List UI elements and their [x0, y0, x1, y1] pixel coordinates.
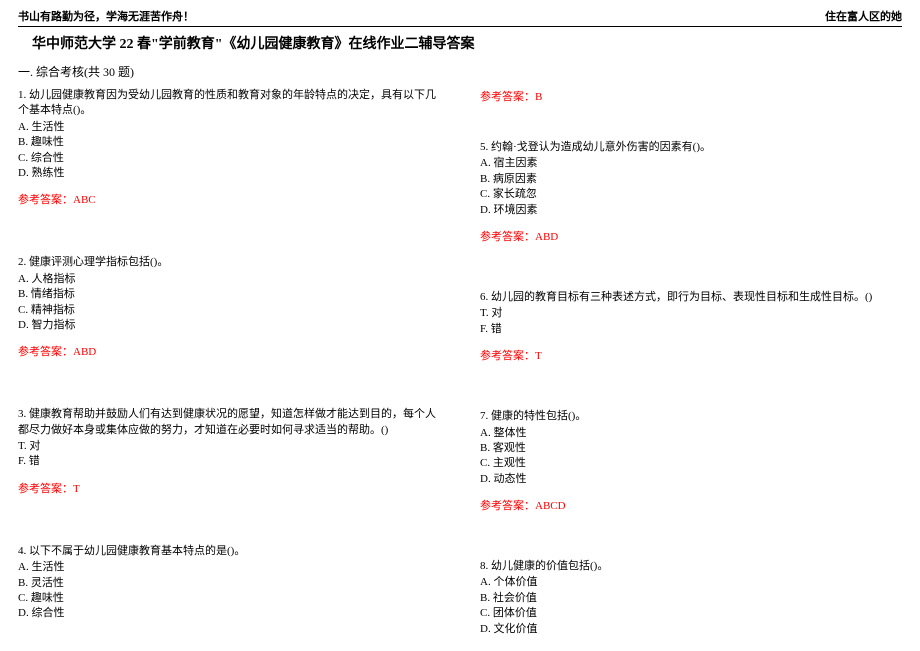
option-a: A. 个体价值 — [480, 575, 902, 590]
question-2: 2. 健康评测心理学指标包括()。 A. 人格指标 B. 情绪指标 C. 精神指… — [18, 255, 440, 359]
question-text: 6. 幼儿园的教育目标有三种表述方式，即行为目标、表现性目标和生成性目标。() — [480, 290, 902, 305]
option-a: A. 生活性 — [18, 120, 440, 135]
question-4: 4. 以下不属于幼儿园健康教育基本特点的是()。 A. 生活性 B. 灵活性 C… — [18, 544, 440, 622]
content-columns: 1. 幼儿园健康教育因为受幼儿园教育的性质和教育对象的年龄特点的决定，具有以下几… — [18, 88, 902, 637]
question-6: 6. 幼儿园的教育目标有三种表述方式，即行为目标、表现性目标和生成性目标。() … — [480, 290, 902, 363]
page-header: 书山有路勤为径，学海无涯苦作舟！ 住在富人区的她 — [18, 8, 902, 27]
header-left: 书山有路勤为径，学海无涯苦作舟！ — [18, 8, 194, 24]
document-title: 华中师范大学 22 春"学前教育"《幼儿园健康教育》在线作业二辅导答案 — [32, 33, 902, 53]
option-b: B. 趣味性 — [18, 135, 440, 150]
question-text: 3. 健康教育帮助并鼓励人们有达到健康状况的愿望，知道怎样做才能达到目的，每个人… — [18, 407, 440, 438]
question-text: 5. 约翰·戈登认为造成幼儿意外伤害的因素有()。 — [480, 140, 902, 155]
question-8: 8. 幼儿健康的价值包括()。 A. 个体价值 B. 社会价值 C. 团体价值 … — [480, 559, 902, 637]
question-text: 1. 幼儿园健康教育因为受幼儿园教育的性质和教育对象的年龄特点的决定，具有以下几… — [18, 88, 440, 119]
option-t: T. 对 — [18, 439, 440, 454]
option-b: B. 灵活性 — [18, 576, 440, 591]
question-text: 7. 健康的特性包括()。 — [480, 409, 902, 424]
option-b: B. 社会价值 — [480, 591, 902, 606]
right-column: 参考答案：B 5. 约翰·戈登认为造成幼儿意外伤害的因素有()。 A. 宿主因素… — [480, 88, 902, 637]
option-b: B. 客观性 — [480, 441, 902, 456]
answer: 参考答案：ABD — [18, 343, 440, 359]
section-heading: 一. 综合考核(共 30 题) — [18, 63, 902, 80]
option-d: D. 综合性 — [18, 606, 440, 621]
option-c: C. 精神指标 — [18, 303, 440, 318]
answer-top: 参考答案：B — [480, 88, 902, 104]
question-text: 2. 健康评测心理学指标包括()。 — [18, 255, 440, 270]
question-5: 5. 约翰·戈登认为造成幼儿意外伤害的因素有()。 A. 宿主因素 B. 病原因… — [480, 140, 902, 244]
answer: 参考答案：ABD — [480, 228, 902, 244]
option-f: F. 错 — [480, 322, 902, 337]
question-text: 4. 以下不属于幼儿园健康教育基本特点的是()。 — [18, 544, 440, 559]
option-f: F. 错 — [18, 454, 440, 469]
option-b: B. 病原因素 — [480, 172, 902, 187]
option-d: D. 熟练性 — [18, 166, 440, 181]
option-c: C. 家长疏忽 — [480, 187, 902, 202]
answer: 参考答案：ABCD — [480, 497, 902, 513]
option-b: B. 情绪指标 — [18, 287, 440, 302]
answer: 参考答案：ABC — [18, 191, 440, 207]
option-c: C. 综合性 — [18, 151, 440, 166]
option-a: A. 人格指标 — [18, 272, 440, 287]
left-column: 1. 幼儿园健康教育因为受幼儿园教育的性质和教育对象的年龄特点的决定，具有以下几… — [18, 88, 440, 637]
answer: 参考答案：T — [480, 347, 902, 363]
option-c: C. 主观性 — [480, 456, 902, 471]
option-d: D. 智力指标 — [18, 318, 440, 333]
question-7: 7. 健康的特性包括()。 A. 整体性 B. 客观性 C. 主观性 D. 动态… — [480, 409, 902, 513]
question-1: 1. 幼儿园健康教育因为受幼儿园教育的性质和教育对象的年龄特点的决定，具有以下几… — [18, 88, 440, 207]
option-a: A. 生活性 — [18, 560, 440, 575]
header-right: 住在富人区的她 — [825, 8, 902, 24]
option-a: A. 宿主因素 — [480, 156, 902, 171]
option-t: T. 对 — [480, 306, 902, 321]
option-d: D. 文化价值 — [480, 622, 902, 637]
option-d: D. 动态性 — [480, 472, 902, 487]
answer: 参考答案：T — [18, 480, 440, 496]
question-text: 8. 幼儿健康的价值包括()。 — [480, 559, 902, 574]
option-c: C. 团体价值 — [480, 606, 902, 621]
option-a: A. 整体性 — [480, 426, 902, 441]
option-d: D. 环境因素 — [480, 203, 902, 218]
question-3: 3. 健康教育帮助并鼓励人们有达到健康状况的愿望，知道怎样做才能达到目的，每个人… — [18, 407, 440, 496]
option-c: C. 趣味性 — [18, 591, 440, 606]
